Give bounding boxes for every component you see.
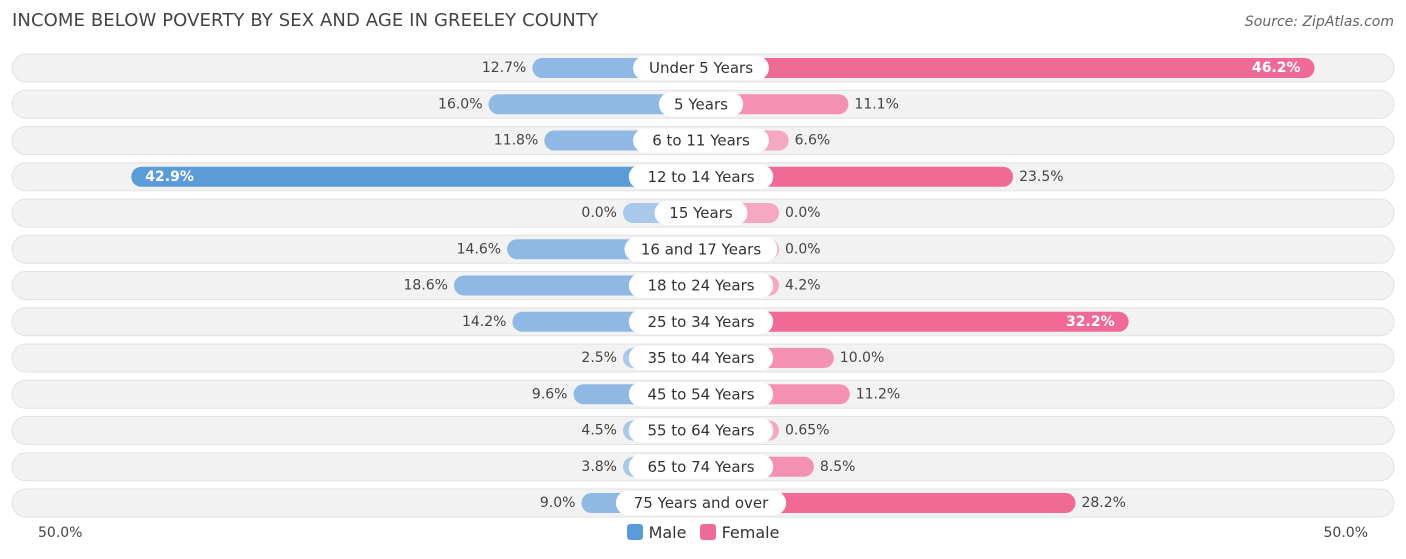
female-value-label: 46.2% (1252, 60, 1301, 76)
male-value-label: 16.0% (438, 96, 482, 112)
female-value-label: 32.2% (1066, 314, 1115, 330)
category-pill (628, 418, 774, 443)
female-bar (701, 58, 1315, 78)
legend: Male Female (0, 523, 1406, 542)
female-value-label: 11.2% (856, 386, 900, 402)
female-bar (701, 311, 1129, 332)
category-label: 65 to 74 Years (647, 458, 754, 476)
chart-area: 12.7% 46.2% Under 5 Years 16.0% 11.1% 5 Years… (11, 53, 1395, 518)
female-bar (701, 166, 1014, 187)
female-value-label: 0.0% (785, 241, 821, 257)
category-label: Under 5 Years (649, 59, 753, 77)
legend-male[interactable]: Male (626, 523, 687, 542)
male-value-label: 18.6% (404, 278, 448, 294)
male-value-label: 14.6% (457, 241, 501, 257)
female-value-label: 0.0% (785, 205, 821, 221)
axis-left-label: 50.0% (38, 525, 83, 541)
female-value-label: 0.65% (785, 423, 829, 439)
female-value-label: 4.2% (785, 278, 821, 294)
female-value-label: 6.6% (795, 133, 831, 149)
category-pill (628, 382, 774, 407)
female-swatch (699, 524, 716, 540)
category-label: 6 to 11 Years (652, 132, 750, 150)
legend-female-label: Female (721, 523, 780, 542)
category-pill (658, 92, 744, 117)
category-label: 18 to 24 Years (647, 277, 754, 295)
category-pill (633, 56, 769, 80)
female-value-label: 10.0% (840, 350, 884, 366)
category-pill (628, 273, 774, 298)
male-bar (488, 94, 701, 115)
category-pill (615, 491, 787, 515)
female-value-label: 23.5% (1019, 169, 1063, 185)
category-pill (633, 128, 769, 153)
male-value-label: 14.2% (462, 314, 506, 330)
female-value-label: 28.2% (1081, 495, 1125, 511)
category-label: 5 Years (674, 95, 728, 113)
category-label: 35 to 44 Years (647, 349, 754, 367)
male-bar (131, 166, 702, 187)
male-value-label: 9.0% (540, 495, 576, 511)
male-value-label: 3.8% (581, 459, 617, 475)
male-value-label: 11.8% (494, 133, 538, 149)
category-label: 25 to 34 Years (647, 313, 754, 331)
female-bar (701, 493, 1076, 513)
female-value-label: 11.1% (854, 96, 898, 112)
axis-right-label: 50.0% (1323, 525, 1368, 541)
category-label: 55 to 64 Years (647, 422, 754, 440)
male-value-label: 12.7% (482, 60, 526, 76)
chart-title: INCOME BELOW POVERTY BY SEX AND AGE IN G… (12, 10, 599, 31)
legend-female[interactable]: Female (699, 523, 780, 542)
female-value-label: 8.5% (820, 459, 856, 475)
male-value-label: 2.5% (581, 350, 617, 366)
category-label: 16 and 17 Years (641, 240, 761, 258)
male-value-label: 42.9% (145, 169, 194, 185)
category-pill (628, 309, 774, 334)
male-value-label: 9.6% (532, 386, 568, 402)
category-pill (624, 237, 778, 262)
category-label: 45 to 54 Years (647, 385, 754, 403)
source-credit: Source: ZipAtlas.com (1244, 14, 1394, 30)
category-label: 15 Years (669, 204, 733, 222)
category-pill (628, 454, 774, 479)
male-swatch (626, 524, 643, 540)
category-pill (628, 164, 774, 189)
male-value-label: 4.5% (581, 423, 617, 439)
category-label: 12 to 14 Years (647, 168, 754, 186)
male-value-label: 0.0% (581, 205, 617, 221)
category-label: 75 Years and over (634, 494, 769, 512)
category-pill (654, 201, 748, 225)
category-pill (628, 346, 774, 370)
legend-male-label: Male (648, 523, 687, 542)
